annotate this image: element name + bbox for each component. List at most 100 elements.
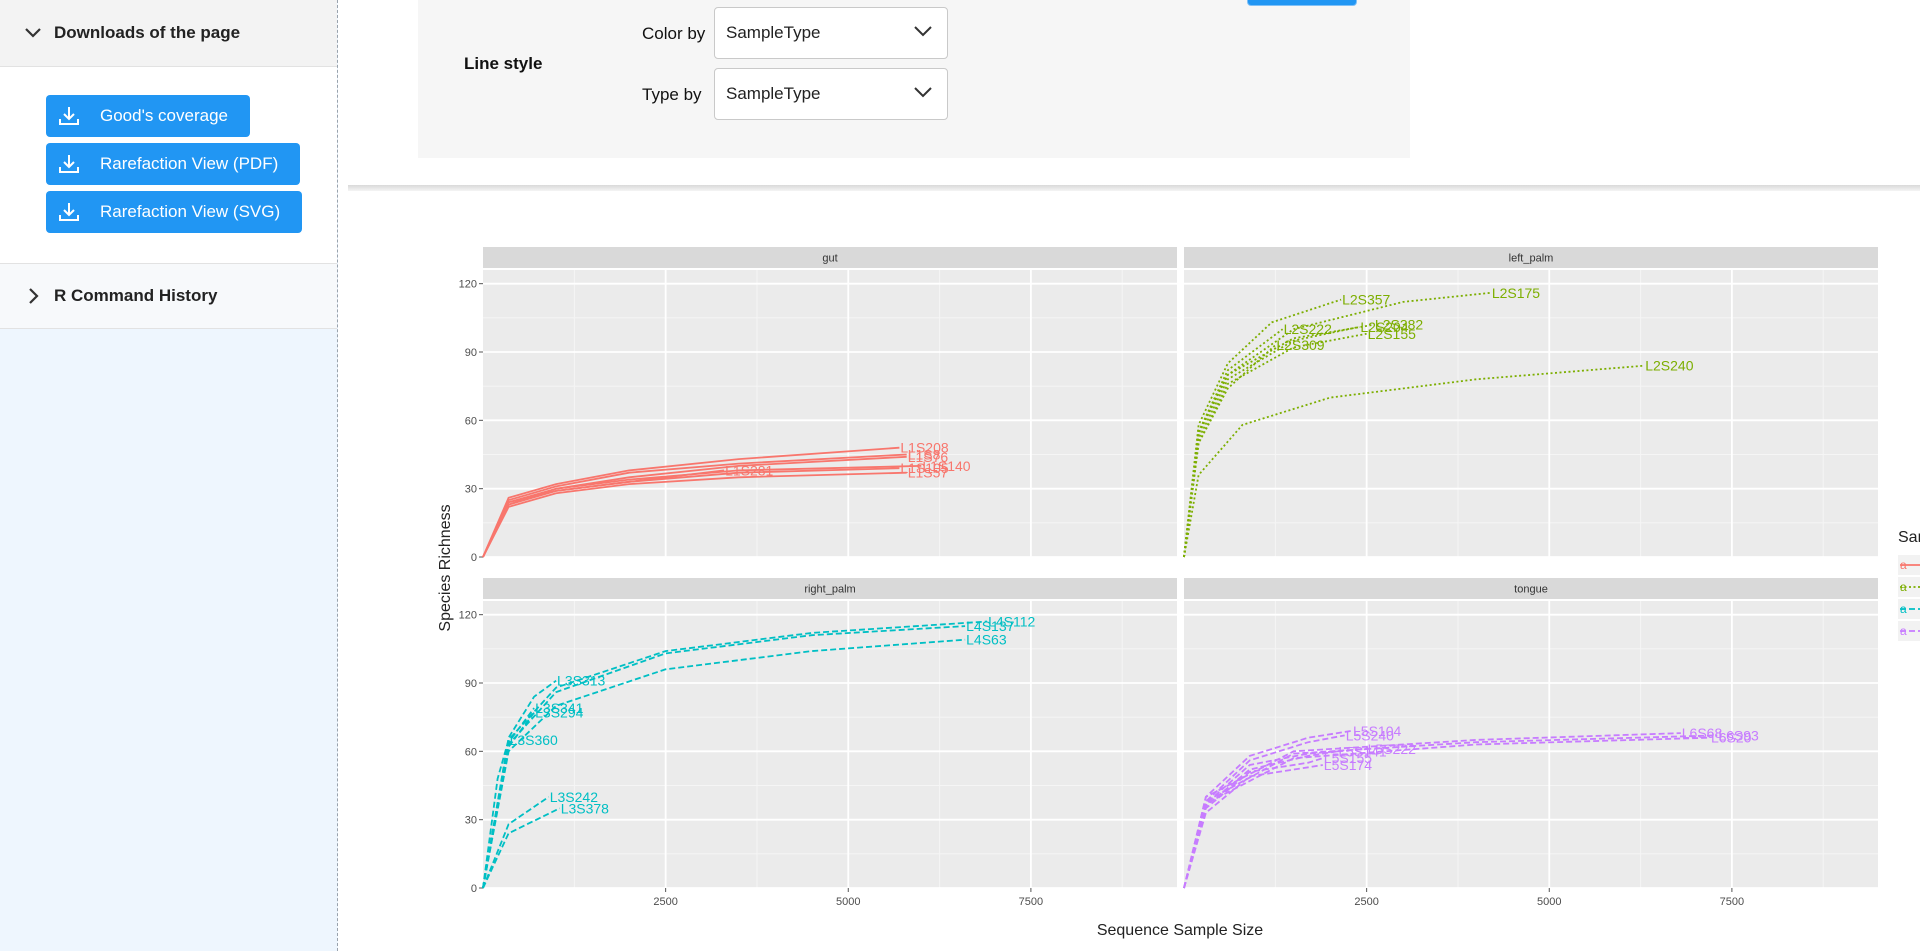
series-label-l3s378: L3S378 (561, 800, 609, 816)
series-line-l5s174 (1183, 764, 1323, 889)
panel-background (483, 601, 1177, 888)
series-label-l4s63: L4S63 (966, 632, 1007, 648)
download-icon (59, 107, 79, 125)
chevron-down-icon (914, 26, 932, 37)
series-line-l2s357 (1183, 298, 1342, 558)
x-tick-label: 7500 (1019, 896, 1043, 908)
series-line-l3s378 (482, 807, 561, 889)
series-label-l1s76: L1S76 (908, 449, 949, 465)
series-line-l6s20 (1183, 736, 1711, 889)
series-label-l1s105: L1S105 (900, 460, 948, 476)
x-tick-label: 5000 (1537, 896, 1561, 908)
legend-key-letter: a (1900, 602, 1907, 616)
y-axis-label: Species Richness (437, 504, 454, 631)
y-tick-label: 0 (471, 552, 477, 564)
series-label-l3s360: L3S360 (510, 732, 558, 748)
x-tick-label: 2500 (653, 896, 677, 908)
series-line-l6s68 (1183, 732, 1681, 889)
series-label-l6s93: L6S93 (1718, 727, 1759, 743)
button-label: Rarefaction View (SVG) (100, 202, 281, 221)
series-label-l3s294: L3S294 (535, 705, 583, 721)
apply-button-partial[interactable] (1247, 0, 1357, 6)
legend-key-letter: a (1900, 558, 1907, 572)
facet-strip-label: gut (822, 253, 837, 265)
series-label-l3s313: L3S313 (557, 673, 605, 689)
chevron-right-icon (29, 288, 39, 304)
rarefaction-plot: gut 0 30 60 90 120 L1S208L1S8L1S76L1S140L1S105… (437, 247, 1920, 939)
download-icon (59, 155, 79, 173)
download-icon (59, 203, 79, 221)
facet-strip-label: right_palm (804, 584, 855, 596)
series-label-l3s341: L3S341 (535, 700, 583, 716)
facet-strip (1184, 247, 1878, 268)
series-line-l3s360 (482, 739, 510, 889)
chevron-down-icon (914, 87, 932, 98)
series-label-l2s204: L2S204 (1360, 319, 1408, 335)
downloads-body: Good's coverage Rarefaction View (PDF) R… (0, 67, 337, 264)
x-axis-label: Sequence Sample Size (1097, 922, 1263, 939)
panel-background (1184, 270, 1878, 557)
line-style-label: Line style (464, 54, 543, 73)
series-label-l4s137: L4S137 (966, 618, 1014, 634)
type-by-select[interactable]: SampleType (714, 68, 948, 120)
series-label-l5s104: L5S104 (1353, 723, 1401, 739)
series-label-l2s222: L2S222 (1284, 321, 1332, 337)
color-by-label: Color by (642, 24, 706, 43)
facet-strip (483, 247, 1177, 268)
r-history-title: R Command History (54, 286, 218, 305)
series-label-l2s175: L2S175 (1492, 285, 1540, 301)
facet-strip-label: left_palm (1509, 253, 1554, 265)
legend-title: Sam (1898, 529, 1920, 546)
series-line-l2s204 (1183, 326, 1360, 558)
y-tick-label: 90 (465, 347, 477, 359)
series-label-l2s240: L2S240 (1645, 358, 1693, 374)
color-by-select[interactable]: SampleType (714, 7, 948, 59)
x-tick-label: 5000 (836, 896, 860, 908)
y-tick-label: 120 (459, 279, 477, 291)
series-label-l2s309: L2S309 (1276, 337, 1324, 353)
series-label-l2s382: L2S382 (1375, 317, 1423, 333)
series-label-l5s240: L5S240 (1346, 727, 1394, 743)
button-label: Good's coverage (100, 106, 228, 125)
color-by-value: SampleType (726, 23, 821, 42)
y-tick-label: 90 (465, 678, 477, 690)
rarefaction-svg-download-button[interactable]: Rarefaction View (SVG) (46, 191, 303, 233)
series-label-l4s112: L4S112 (988, 614, 1035, 630)
series-line-l2s309 (1183, 344, 1276, 558)
series-line-l3s242 (482, 796, 550, 889)
legend-key-letter: a (1900, 580, 1907, 594)
goods-coverage-download-button[interactable]: Good's coverage (46, 95, 250, 137)
x-tick-label: 2500 (1354, 896, 1378, 908)
line-style-options-panel: Line style Color by SampleType Type by S… (418, 0, 1410, 158)
sidebar: Downloads of the page Good's coverage Ra… (0, 0, 338, 951)
chevron-down-icon (25, 28, 41, 38)
button-label: Rarefaction View (PDF) (100, 154, 279, 173)
facet-strip (1184, 578, 1878, 599)
legend: Samaaaa (1898, 529, 1920, 641)
panel-background (483, 270, 1177, 557)
series-line-l2s240 (1183, 364, 1645, 558)
downloads-title: Downloads of the page (54, 23, 241, 42)
series-label-l2s155: L2S155 (1368, 326, 1416, 342)
r-history-accordion-header[interactable]: R Command History (0, 264, 337, 329)
section-divider (348, 185, 1920, 191)
facet-strip-label: tongue (1514, 584, 1548, 596)
type-by-label: Type by (642, 85, 702, 104)
downloads-accordion-header[interactable]: Downloads of the page (0, 0, 337, 67)
series-label-l2s357: L2S357 (1342, 292, 1390, 308)
facet-panel-tongue: tongue 2500 5000 7500 L5S104L5S240L5S222L5S1… (1183, 578, 1878, 908)
series-label-l1s140: L1S140 (922, 458, 970, 474)
series-label-l3s242: L3S242 (550, 789, 598, 805)
y-tick-label: 120 (459, 610, 477, 622)
y-tick-label: 60 (465, 746, 477, 758)
series-line-l3s294 (482, 712, 535, 889)
series-label-l1s281: L1S281 (725, 462, 773, 478)
series-label-l5s174: L5S174 (1324, 757, 1372, 773)
series-label-l1s8: L1S8 (908, 447, 941, 463)
series-line-l1s281 (482, 469, 725, 558)
rarefaction-pdf-download-button[interactable]: Rarefaction View (PDF) (46, 143, 301, 185)
facet-panel-gut: gut 0 30 60 90 120 L1S208L1S8L1S76L1S140L1S105… (459, 247, 1177, 564)
legend-key-letter: a (1900, 624, 1907, 638)
